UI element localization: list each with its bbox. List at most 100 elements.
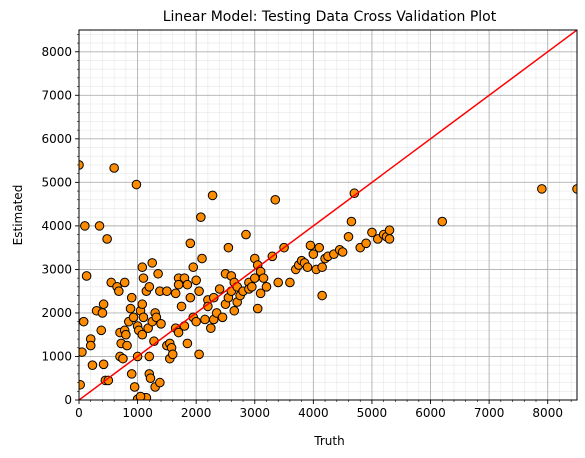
data-point — [137, 299, 148, 310]
grid-layer — [78, 30, 577, 401]
x-tick-label: 4000 — [298, 406, 329, 420]
data-point — [147, 258, 158, 268]
data-point — [229, 305, 240, 316]
x-tick-label: 6000 — [415, 406, 446, 420]
data-point — [384, 234, 395, 244]
data-point — [137, 329, 148, 340]
data-point — [194, 349, 204, 360]
data-point — [80, 221, 90, 231]
data-point — [206, 323, 216, 333]
data-point — [337, 247, 348, 257]
data-point — [208, 292, 219, 303]
x-tick-label: 8000 — [532, 406, 563, 420]
data-point — [185, 238, 196, 249]
data-point — [121, 329, 131, 340]
y-tick-label: 5000 — [41, 175, 72, 189]
data-point — [247, 282, 257, 292]
data-point — [188, 262, 199, 273]
data-point — [118, 353, 128, 364]
data-point — [114, 286, 124, 296]
y-axis-title: Estimated — [11, 185, 25, 246]
axis-layer: 0 1000 2000 3000 4000 5000 6000 7000 8000 0 1000 20… — [41, 29, 578, 420]
data-point — [361, 238, 371, 249]
data-point — [103, 375, 114, 386]
data-point — [214, 284, 225, 294]
plot-frame — [78, 29, 578, 401]
data-point — [203, 301, 213, 312]
x-tick-label: 5000 — [357, 406, 388, 420]
y-tick-label: 7000 — [41, 88, 72, 102]
data-point — [94, 221, 105, 231]
data-point — [194, 286, 204, 296]
data-point — [81, 271, 92, 281]
data-point — [572, 184, 577, 194]
data-point — [156, 319, 166, 329]
x-tick-label: 3000 — [239, 406, 270, 420]
y-tick-label: 8000 — [41, 45, 72, 59]
x-tick-label: 7000 — [474, 406, 505, 420]
data-point — [308, 249, 319, 259]
data-point — [79, 316, 89, 327]
data-point — [173, 327, 184, 338]
data-point — [207, 190, 218, 201]
reference-line — [79, 30, 577, 400]
data-point — [167, 349, 178, 360]
data-point — [125, 303, 136, 314]
data-point — [191, 316, 201, 327]
data-point — [182, 279, 193, 290]
y-tick-label: 2000 — [41, 306, 72, 320]
data-point — [197, 253, 207, 264]
data-point — [129, 382, 140, 392]
plot-layer — [79, 30, 577, 400]
data-point — [252, 303, 263, 314]
data-point — [138, 273, 149, 283]
y-tick-label: 3000 — [41, 262, 72, 276]
data-point — [87, 360, 98, 370]
data-point — [102, 234, 112, 244]
data-point — [384, 225, 395, 236]
data-point — [151, 312, 162, 323]
data-point — [223, 242, 234, 253]
data-point — [97, 308, 108, 318]
data-point — [162, 286, 172, 296]
y-tick-label: 4000 — [41, 219, 72, 233]
data-point — [109, 163, 119, 173]
data-point — [185, 292, 196, 303]
data-point — [317, 290, 327, 301]
data-point — [126, 369, 137, 379]
data-point — [176, 301, 187, 312]
y-tick-label: 0 — [64, 393, 72, 407]
data-point — [170, 288, 181, 299]
data-point — [131, 179, 142, 190]
data-point — [98, 299, 109, 310]
data-point — [217, 312, 228, 323]
x-tick-label: 2000 — [181, 406, 212, 420]
data-point — [98, 359, 109, 370]
data-point — [200, 314, 210, 325]
data-point — [144, 351, 155, 362]
data-point — [191, 275, 201, 286]
data-point — [122, 340, 132, 351]
data-point — [128, 312, 139, 323]
y-tick-label: 1000 — [41, 349, 72, 363]
data-point — [255, 288, 266, 299]
x-axis-title: Truth — [313, 434, 344, 448]
data-point — [285, 277, 295, 288]
data-point — [258, 273, 269, 283]
data-point — [144, 282, 155, 292]
data-point — [302, 262, 313, 273]
data-point — [261, 282, 272, 292]
data-point — [153, 268, 163, 279]
data-point — [343, 231, 354, 242]
data-point — [85, 340, 96, 351]
x-tick-label: 1000 — [122, 406, 153, 420]
data-point — [155, 377, 165, 388]
data-point — [346, 216, 357, 227]
data-point — [437, 216, 448, 227]
plot-area — [79, 30, 577, 400]
y-tick-label: 6000 — [41, 132, 72, 146]
data-point — [145, 373, 156, 384]
data-point — [79, 160, 84, 170]
data-point — [314, 242, 325, 253]
